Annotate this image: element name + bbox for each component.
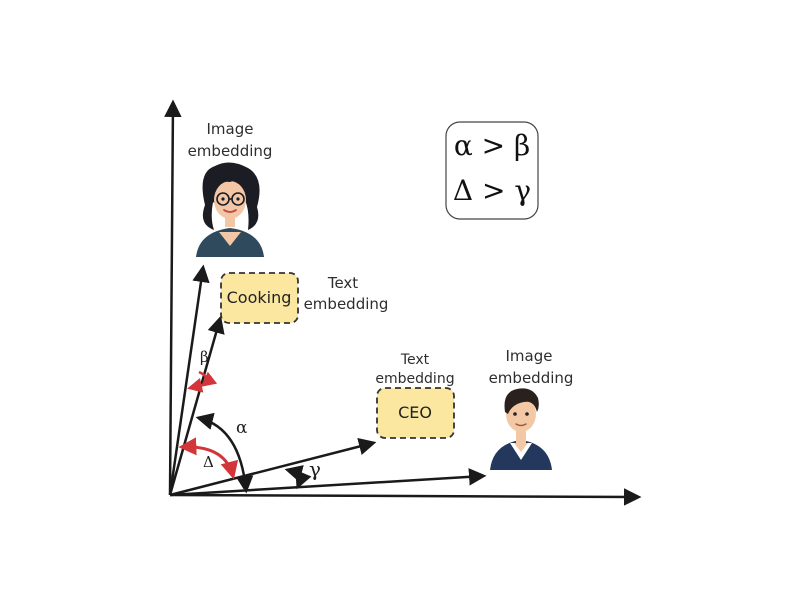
right-text-label-line2: embedding [375,371,454,387]
woman-with-glasses-avatar-icon [196,162,264,257]
delta-label: Δ [203,453,214,471]
ceo-box-label: CEO [398,403,432,422]
top-image-label-line2: embedding [188,142,273,160]
gamma-label: γ [309,457,321,481]
vector-image-top [168,264,210,496]
cooking-box-label: Cooking [227,288,292,307]
ceo-box [376,387,455,439]
y-axis [164,99,182,496]
vector-text-ceo [169,437,377,497]
vector-text-cooking [168,315,225,496]
top-text-label-line2: embedding [304,295,389,313]
inequality-delta-gamma: Δ > γ [453,174,531,207]
gamma-arc [284,465,312,490]
cooking-box [220,272,299,324]
inequality-alpha-beta: α > β [454,129,530,162]
beta-arc-tail [187,377,204,393]
vector-image-right [169,468,487,497]
top-text-label-line1: Text [327,274,358,292]
alpha-label: α [236,418,248,438]
delta-arc [178,437,239,480]
man-avatar-icon [490,388,552,470]
beta-arc [198,370,218,387]
right-image-label-line2: embedding [489,369,574,387]
x-axis [169,488,642,506]
top-image-label-line1: Image [207,120,254,138]
right-image-label-line1: Image [506,347,553,365]
inequality-box [445,121,539,220]
beta-label: β [200,348,209,366]
right-text-label-line1: Text [400,352,430,368]
